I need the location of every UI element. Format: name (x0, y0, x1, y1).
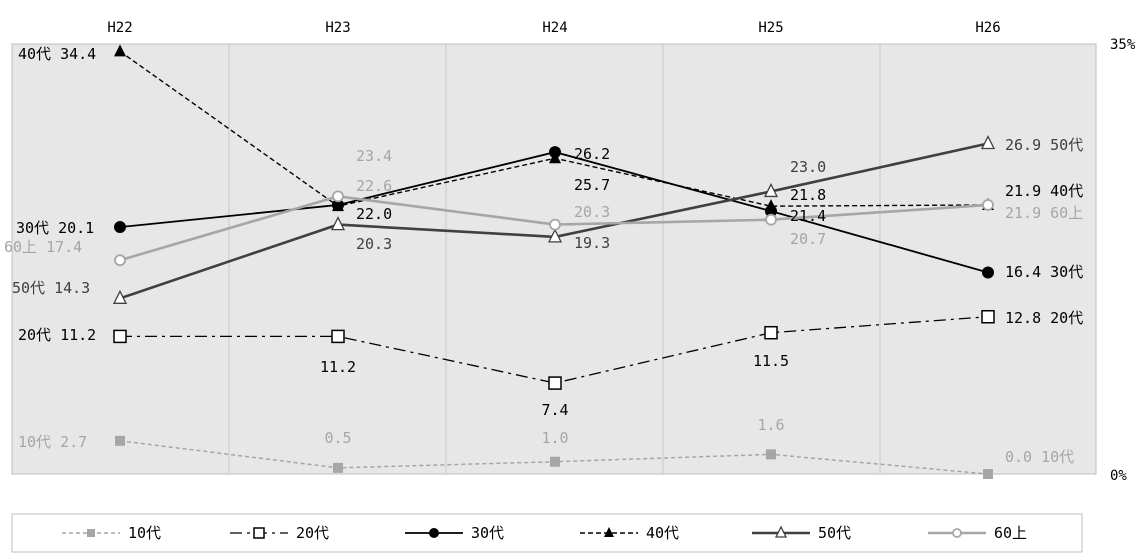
legend-item: 10代 (62, 524, 161, 542)
x-tick-label: H24 (542, 20, 567, 36)
series-line-2 (120, 316, 989, 384)
data-point (766, 449, 776, 460)
data-label: 21.9 60上 (1005, 204, 1083, 222)
data-point (982, 266, 994, 279)
data-label: 20.3 (574, 203, 610, 221)
legend-swatch-marker (604, 527, 614, 537)
data-point (981, 309, 995, 324)
legend-swatch-marker (87, 529, 95, 537)
data-point (549, 218, 561, 231)
data-label: 25.7 (574, 176, 610, 194)
legend-item: 40代 (580, 524, 679, 542)
data-point (763, 182, 779, 198)
data-point (982, 199, 994, 211)
data-label: 22.0 (356, 205, 392, 223)
legend-item: 50代 (752, 524, 851, 542)
data-point (332, 190, 344, 203)
data-point (112, 289, 128, 304)
data-point (330, 216, 346, 231)
data-label: 10代 2.7 (18, 433, 87, 451)
y-tick-label-bottom: 0% (1110, 468, 1127, 484)
legend-label: 10代 (128, 524, 161, 542)
x-tick-label: H25 (758, 20, 783, 36)
data-label: 20.7 (790, 230, 826, 248)
data-label: 0.0 10代 (1005, 448, 1074, 466)
data-label: 7.4 (541, 401, 568, 419)
legend-swatch-marker (429, 528, 439, 538)
data-point (114, 254, 126, 267)
legend-label: 50代 (818, 524, 851, 542)
legend-item: 30代 (405, 524, 504, 542)
data-point (113, 329, 127, 344)
legend-swatch-marker (952, 528, 962, 538)
data-label: 20代 11.2 (18, 326, 96, 344)
x-tick-label: H22 (107, 20, 132, 36)
data-label: 20.3 (356, 235, 392, 253)
data-point (764, 325, 778, 340)
data-label: 1.0 (541, 429, 568, 447)
data-label: 50代 14.3 (12, 279, 90, 297)
data-point (331, 329, 345, 344)
data-label: 26.9 50代 (1005, 136, 1083, 154)
data-label: 26.2 (574, 145, 610, 163)
data-label: 0.5 (324, 429, 351, 447)
data-point (980, 135, 996, 150)
data-point (547, 228, 563, 243)
legend: 10代 20代 30代 40代 50代 60上 (11, 513, 1083, 553)
gridlines (228, 44, 881, 474)
plot-area (11, 43, 1097, 475)
data-label: 40代 34.4 (18, 45, 96, 63)
data-label: 19.3 (574, 234, 610, 252)
series-markers (112, 44, 996, 479)
data-point (114, 44, 126, 57)
legend-label: 30代 (471, 524, 504, 542)
data-labels: 10代 2.7 0.5 1.0 1.6 0.0 10代 20代 11.2 11.2 7.4 11… (4, 45, 1083, 466)
data-label: 21.4 (790, 207, 826, 225)
legend-label: 40代 (646, 524, 679, 542)
data-point (548, 376, 562, 390)
data-point (114, 221, 126, 234)
data-label: 23.4 (356, 147, 392, 165)
data-label: 11.5 (753, 352, 789, 370)
data-label: 60上 17.4 (4, 238, 82, 256)
data-point (765, 199, 777, 212)
legend-items: 10代 20代 30代 40代 50代 60上 (62, 524, 1027, 542)
data-point (550, 456, 560, 467)
legend-swatch-marker (253, 527, 265, 539)
data-point (333, 462, 343, 473)
data-point (115, 435, 125, 446)
y-tick-label-top: 35% (1110, 37, 1136, 53)
data-label: 21.8 (790, 186, 826, 204)
data-point (983, 469, 993, 479)
legend-item: 20代 (230, 524, 329, 542)
legend-item: 60上 (928, 524, 1027, 542)
data-point (549, 151, 561, 164)
x-axis-tick-labels: H22 H23 H24 H25 H26 (107, 20, 1000, 36)
data-label: 16.4 30代 (1005, 263, 1083, 281)
legend-label: 60上 (994, 524, 1027, 542)
x-tick-label: H23 (325, 20, 350, 36)
data-label: 22.6 (356, 177, 392, 195)
data-label: 30代 20.1 (16, 219, 94, 237)
data-label: 23.0 (790, 158, 826, 176)
data-label: 1.6 (757, 416, 784, 434)
legend-label: 20代 (296, 524, 329, 542)
legend-box (11, 513, 1083, 553)
data-label: 21.9 40代 (1005, 182, 1083, 200)
data-point (765, 213, 777, 226)
data-label: 12.8 20代 (1005, 309, 1083, 327)
legend-swatch-marker (774, 525, 788, 538)
data-label: 11.2 (320, 358, 356, 376)
x-tick-label: H26 (975, 20, 1000, 36)
data-point (332, 199, 344, 212)
